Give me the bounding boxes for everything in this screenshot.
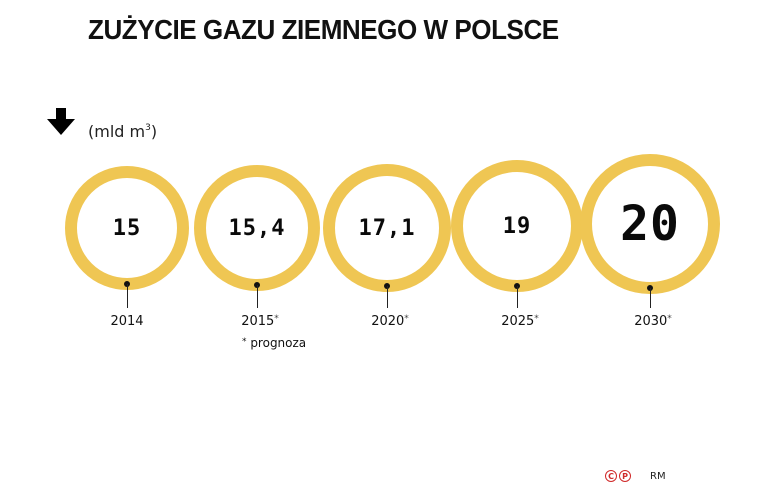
marker-line xyxy=(517,286,518,308)
credits: C P xyxy=(605,470,631,482)
value-ring: 15 xyxy=(65,166,189,290)
chart-title: ZUŻYCIE GAZU ZIEMNEGO W POLSCE xyxy=(88,14,559,45)
copyright-icon: C xyxy=(605,470,617,482)
value-ring: 17,1 xyxy=(323,164,451,292)
value-label: 17,1 xyxy=(358,215,416,241)
marker-line xyxy=(387,286,388,308)
value-ring: 19 xyxy=(451,160,583,292)
year-label: 2014 xyxy=(110,314,144,329)
value-label: 19 xyxy=(502,213,532,239)
value-label: 15,4 xyxy=(228,215,286,241)
marker-line xyxy=(127,284,128,308)
author-initials: RM xyxy=(650,471,666,482)
unit-label: (mld m3) xyxy=(88,122,158,141)
forecast-footnote: * prognoza xyxy=(242,336,307,350)
year-label: 2020* xyxy=(371,314,409,329)
marker-line xyxy=(650,288,651,308)
value-ring: 20 xyxy=(580,154,720,294)
value-label: 15 xyxy=(112,215,142,241)
arrow-down-icon xyxy=(47,108,75,135)
value-ring: 15,4 xyxy=(194,165,320,291)
photo-credit-icon: P xyxy=(619,470,631,482)
value-label: 20 xyxy=(620,196,680,252)
year-label: 2025* xyxy=(501,314,539,329)
year-label: 2015* xyxy=(241,314,279,329)
marker-line xyxy=(257,285,258,308)
year-label: 2030* xyxy=(634,314,672,329)
